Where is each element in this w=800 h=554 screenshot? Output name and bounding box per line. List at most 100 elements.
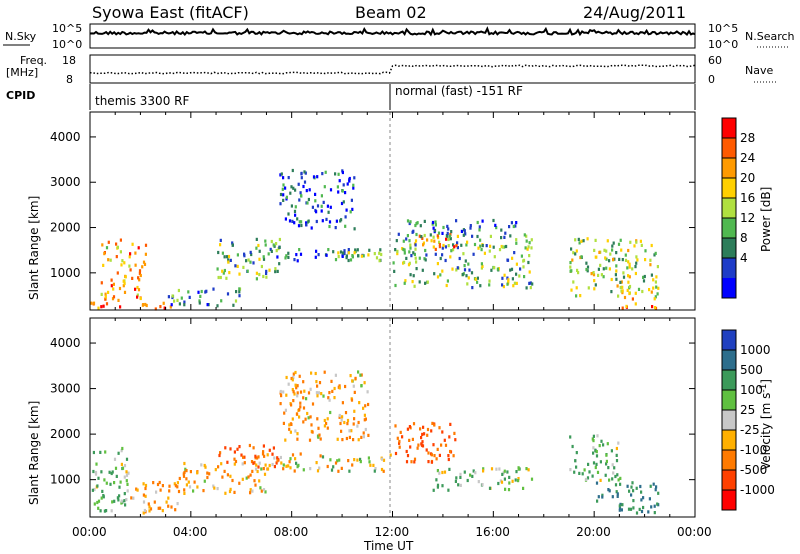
power-cell [120, 263, 123, 267]
power-cell [325, 217, 328, 221]
velocity-cell [595, 450, 598, 454]
power-cell [294, 188, 297, 192]
nave-label: Nave [745, 64, 773, 77]
velocity-cell [298, 415, 301, 419]
velocity-cell [216, 487, 219, 491]
velocity-cell [295, 412, 299, 416]
power-cell [291, 219, 294, 223]
power-cell [637, 287, 641, 291]
velocity-cell [427, 451, 430, 455]
colorbar-segment [722, 218, 736, 239]
velocity-cell [581, 472, 584, 476]
power-cell [446, 279, 449, 283]
velocity-cell [348, 469, 351, 473]
velocity-cell [650, 505, 653, 509]
power-cell [467, 262, 470, 266]
power-cell [408, 250, 411, 254]
colorbar-segment [722, 370, 736, 391]
power-cell [522, 265, 525, 269]
velocity-cell [243, 455, 246, 459]
power-cell [463, 229, 466, 233]
velocity-cell [316, 394, 319, 398]
power-cell [471, 234, 474, 238]
velocity-cell [294, 429, 297, 433]
power-cell [255, 277, 258, 281]
velocity-cell [292, 375, 295, 380]
power-cell [469, 226, 472, 230]
power-cell [293, 221, 296, 225]
velocity-cell [295, 461, 298, 465]
velocity-cell [273, 465, 276, 469]
power-cell [242, 265, 245, 269]
power-cell [396, 249, 399, 253]
velocity-cell [336, 459, 339, 463]
velocity-cell [323, 424, 326, 428]
power-cell [506, 276, 509, 280]
velocity-cell [262, 488, 266, 492]
velocity-panel: 4000 3000 2000 1000 [50, 317, 696, 518]
time-tick-label: 16:00 [475, 525, 510, 539]
power-cell [520, 254, 523, 258]
power-cell [287, 176, 290, 180]
power-cell [296, 217, 299, 221]
power-cell [353, 227, 356, 231]
velocity-cell [430, 429, 433, 433]
power-cell [413, 252, 416, 256]
velocity-cell [309, 387, 312, 391]
power-cell [481, 264, 484, 268]
velocity-cell [261, 452, 265, 456]
power-cell [424, 281, 427, 285]
velocity-cell [177, 489, 181, 494]
velocity-cell [632, 506, 635, 510]
power-cell [512, 284, 515, 288]
velocity-cell [358, 401, 361, 405]
time-tick-label: 00:00 [677, 525, 712, 539]
power-cell [231, 243, 234, 247]
velocity-cell [435, 457, 438, 461]
velocity-cell [367, 402, 370, 407]
velocity-cell [471, 474, 474, 478]
power-cell [234, 299, 238, 303]
power-cell [519, 267, 522, 271]
power-cell [650, 290, 653, 294]
power-cell [575, 294, 578, 298]
velocity-cell [477, 480, 480, 484]
colorbar-tick-label: 1000 [740, 343, 771, 357]
power-cell [593, 279, 596, 283]
power-cell [627, 274, 630, 278]
power-cell [198, 301, 201, 305]
power-cell [217, 250, 220, 255]
velocity-cell [490, 467, 494, 471]
power-cell [188, 295, 191, 299]
power-cell [405, 256, 408, 260]
power-cell [624, 258, 628, 262]
velocity-cell [241, 477, 244, 481]
velocity-cell [348, 435, 351, 439]
velocity-cell [328, 398, 331, 402]
velocity-cell [356, 424, 359, 428]
power-cell [476, 276, 479, 280]
velocity-cell [657, 491, 660, 495]
colorbar-segment [722, 450, 736, 471]
power-cell [324, 170, 327, 174]
power-cell [602, 275, 605, 279]
power-cell [525, 239, 528, 243]
power-cell [571, 258, 574, 262]
velocity-cell [621, 503, 624, 507]
power-cell [426, 238, 429, 242]
cpid-segment-1: themis 3300 RF [95, 94, 189, 108]
velocity-cell [229, 447, 232, 451]
velocity-cell [153, 500, 156, 504]
power-cell [317, 253, 320, 257]
velocity-cell [409, 445, 412, 449]
velocity-cell [255, 463, 258, 467]
power-cell [465, 274, 468, 278]
power-cell [492, 245, 495, 249]
power-cell [653, 253, 656, 257]
power-cell [282, 176, 285, 180]
power-cell [651, 305, 654, 309]
velocity-cell [449, 422, 452, 426]
power-cell [615, 264, 618, 268]
power-cell [488, 249, 491, 253]
time-axis: 00:00 04:00 08:00 12:00 16:00 20:00 00:00 [72, 112, 712, 539]
